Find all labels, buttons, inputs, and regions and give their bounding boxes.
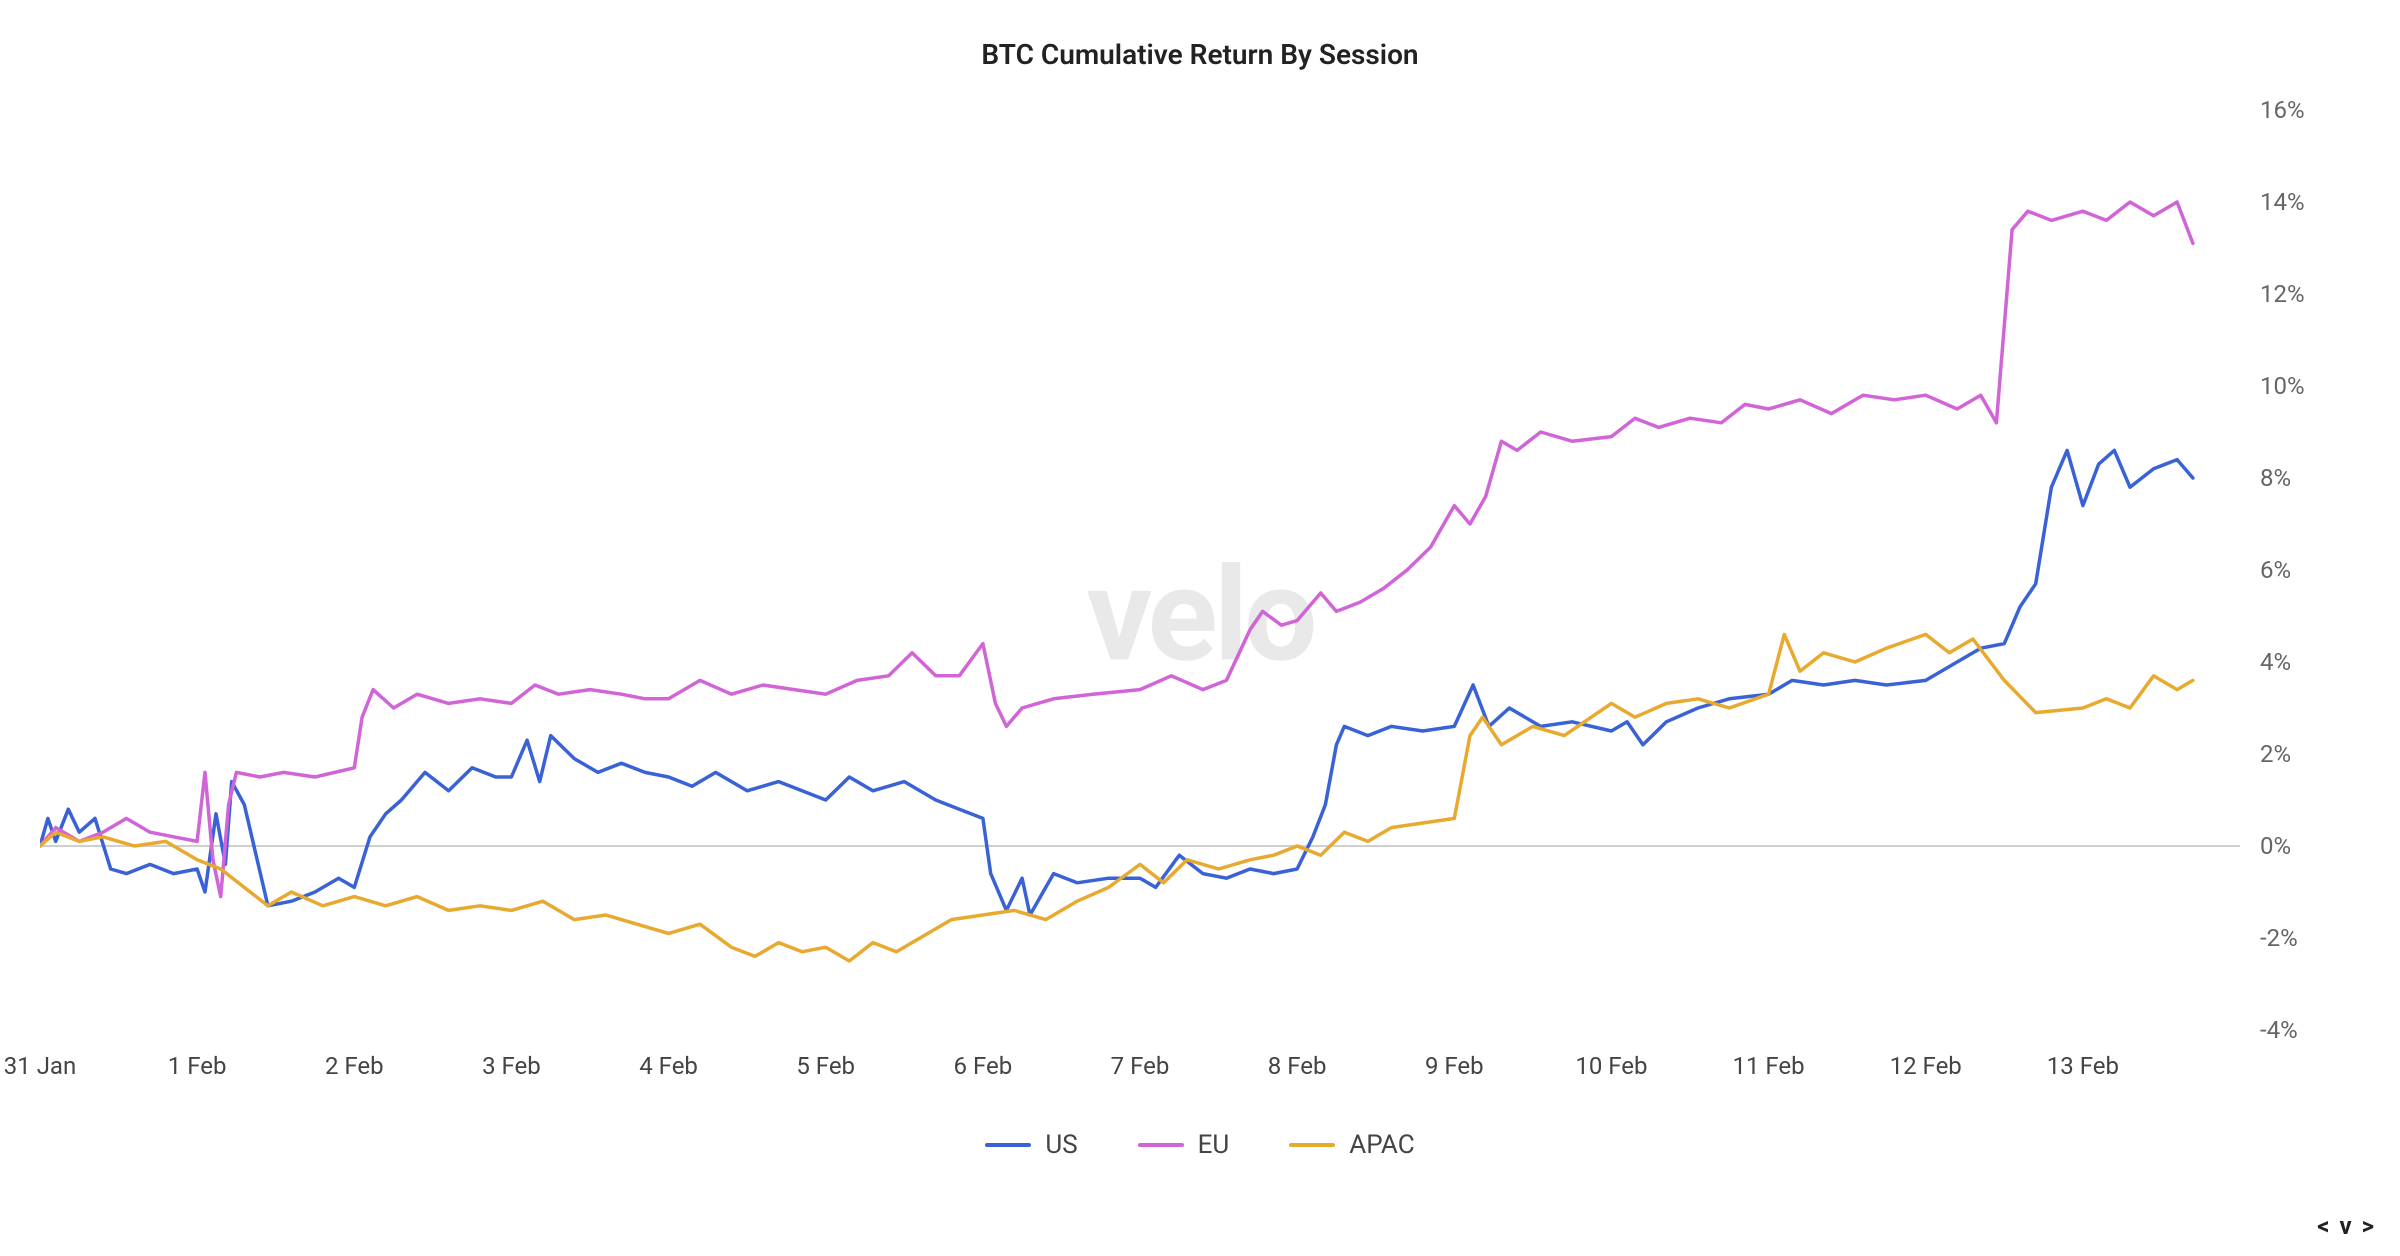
legend-swatch-eu — [1138, 1143, 1184, 1147]
legend-label-apac: APAC — [1349, 1130, 1414, 1160]
brand-mark: < v > — [2317, 1212, 2376, 1240]
legend: US EU APAC — [0, 1130, 2400, 1160]
y-tick-label: 2% — [2260, 740, 2291, 768]
legend-label-us: US — [1045, 1130, 1077, 1160]
x-tick-label: 2 Feb — [325, 1052, 384, 1080]
x-tick-label: 5 Feb — [796, 1052, 855, 1080]
x-tick-label: 9 Feb — [1425, 1052, 1484, 1080]
x-axis-labels: 31 Jan1 Feb2 Feb3 Feb4 Feb5 Feb6 Feb7 Fe… — [40, 1052, 2240, 1092]
y-tick-label: 16% — [2260, 96, 2305, 124]
legend-item-us: US — [985, 1130, 1077, 1160]
y-tick-label: 4% — [2260, 648, 2291, 676]
legend-item-apac: APAC — [1289, 1130, 1414, 1160]
x-tick-label: 3 Feb — [482, 1052, 541, 1080]
plot-area — [40, 110, 2240, 1030]
x-tick-label: 6 Feb — [954, 1052, 1013, 1080]
x-tick-label: 12 Feb — [1890, 1052, 1962, 1080]
x-tick-label: 31 Jan — [4, 1052, 76, 1080]
y-axis-labels: -4%-2%0%2%4%6%8%10%12%14%16% — [2260, 110, 2360, 1030]
x-tick-label: 8 Feb — [1268, 1052, 1327, 1080]
legend-swatch-apac — [1289, 1143, 1335, 1147]
y-tick-label: -4% — [2260, 1016, 2298, 1044]
x-tick-label: 1 Feb — [168, 1052, 227, 1080]
y-tick-label: 12% — [2260, 280, 2305, 308]
legend-swatch-us — [985, 1143, 1031, 1147]
x-tick-label: 4 Feb — [639, 1052, 698, 1080]
y-tick-label: 8% — [2260, 464, 2291, 492]
x-tick-label: 10 Feb — [1575, 1052, 1647, 1080]
x-tick-label: 7 Feb — [1111, 1052, 1170, 1080]
y-tick-label: 6% — [2260, 556, 2291, 584]
chart-title: BTC Cumulative Return By Session — [0, 38, 2400, 71]
x-tick-label: 13 Feb — [2047, 1052, 2119, 1080]
y-tick-label: 0% — [2260, 832, 2291, 860]
line-chart-svg — [40, 110, 2240, 1030]
y-tick-label: 10% — [2260, 372, 2305, 400]
legend-item-eu: EU — [1138, 1130, 1230, 1160]
x-tick-label: 11 Feb — [1732, 1052, 1804, 1080]
legend-label-eu: EU — [1198, 1130, 1230, 1160]
y-tick-label: -2% — [2260, 924, 2298, 952]
y-tick-label: 14% — [2260, 188, 2305, 216]
